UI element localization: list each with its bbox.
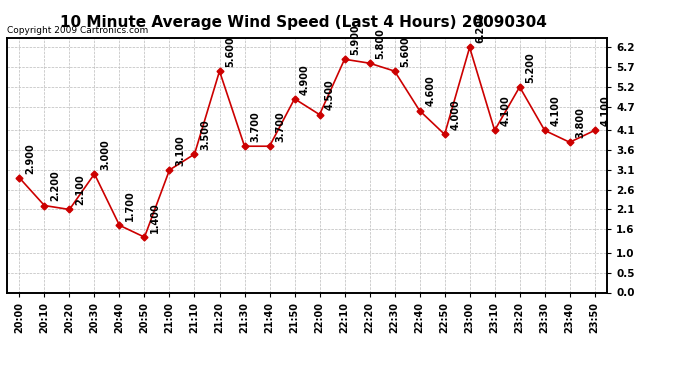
Text: 4.100: 4.100	[600, 96, 610, 126]
Text: 10 Minute Average Wind Speed (Last 4 Hours) 20090304: 10 Minute Average Wind Speed (Last 4 Hou…	[60, 15, 547, 30]
Text: 4.100: 4.100	[500, 96, 510, 126]
Text: 5.800: 5.800	[375, 28, 385, 59]
Text: 3.700: 3.700	[275, 111, 285, 142]
Text: 3.800: 3.800	[575, 107, 585, 138]
Text: 6.200: 6.200	[475, 12, 485, 43]
Text: 3.000: 3.000	[100, 139, 110, 170]
Text: 1.400: 1.400	[150, 202, 160, 233]
Text: 5.600: 5.600	[225, 36, 235, 67]
Text: 4.100: 4.100	[550, 96, 560, 126]
Text: 2.100: 2.100	[75, 174, 85, 205]
Text: 4.000: 4.000	[450, 99, 460, 130]
Text: 3.500: 3.500	[200, 119, 210, 150]
Text: Copyright 2009 Cartronics.com: Copyright 2009 Cartronics.com	[7, 26, 148, 35]
Text: 4.500: 4.500	[325, 80, 335, 110]
Text: 5.200: 5.200	[525, 52, 535, 83]
Text: 2.200: 2.200	[50, 171, 60, 201]
Text: 5.600: 5.600	[400, 36, 410, 67]
Text: 4.900: 4.900	[300, 64, 310, 94]
Text: 1.700: 1.700	[125, 190, 135, 221]
Text: 2.900: 2.900	[25, 143, 35, 174]
Text: 3.700: 3.700	[250, 111, 260, 142]
Text: 3.100: 3.100	[175, 135, 185, 166]
Text: 4.600: 4.600	[425, 76, 435, 106]
Text: 5.900: 5.900	[350, 24, 360, 55]
